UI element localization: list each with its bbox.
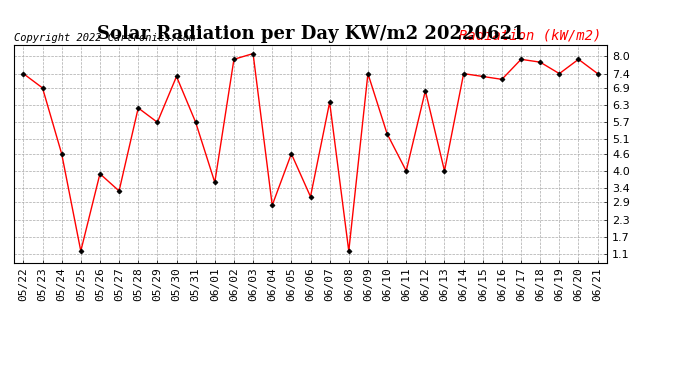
Title: Solar Radiation per Day KW/m2 20220621: Solar Radiation per Day KW/m2 20220621 <box>97 26 524 44</box>
Text: Radiation (kW/m2): Radiation (kW/m2) <box>459 29 601 43</box>
Text: Copyright 2022 Cartronics.com: Copyright 2022 Cartronics.com <box>14 33 195 43</box>
